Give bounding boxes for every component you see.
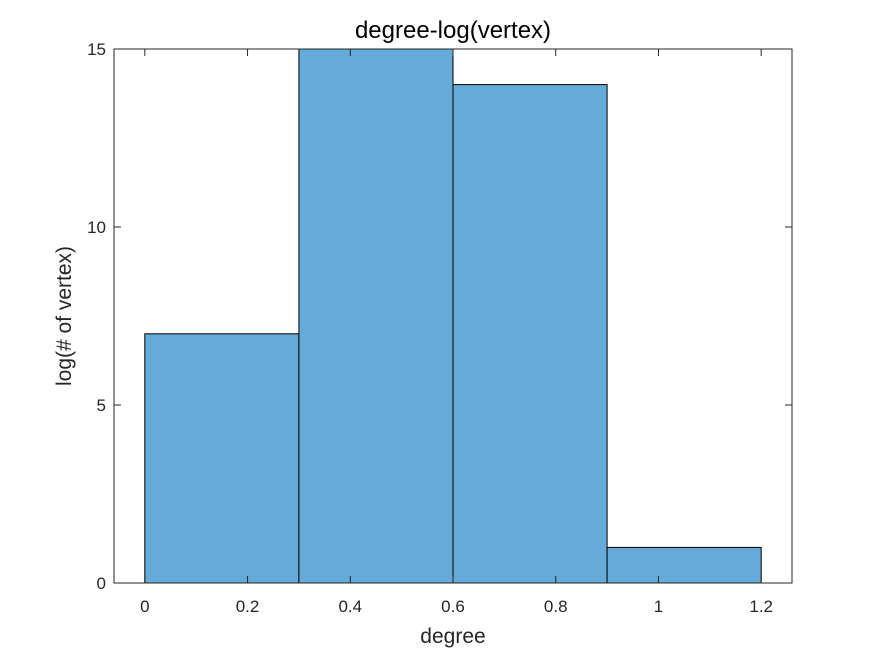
x-tick-label-1: 0.2 bbox=[236, 597, 260, 616]
x-tick-label-4: 0.8 bbox=[544, 597, 568, 616]
ticks-layer: 0 0.2 0.4 0.6 0.8 1 1.2 0 5 10 15 bbox=[87, 40, 792, 616]
y-tick-label-0: 0 bbox=[97, 574, 106, 593]
histogram-bar-2 bbox=[452, 84, 608, 584]
x-tick-label-2: 0.4 bbox=[338, 597, 362, 616]
x-tick-label-0: 0 bbox=[140, 597, 149, 616]
x-axis-label: degree bbox=[420, 625, 485, 648]
x-tick-label-5: 1 bbox=[654, 597, 663, 616]
y-tick-label-2: 10 bbox=[87, 218, 106, 237]
histogram-bar-0 bbox=[144, 333, 300, 584]
histogram-bar-3 bbox=[606, 546, 762, 584]
histogram-bar-1 bbox=[298, 48, 454, 584]
y-axis-label: log(# of vertex) bbox=[53, 246, 76, 386]
y-tick-label-1: 5 bbox=[97, 396, 106, 415]
x-tick-label-6: 1.2 bbox=[749, 597, 773, 616]
x-tick-label-3: 0.6 bbox=[441, 597, 465, 616]
bars-layer bbox=[144, 48, 762, 584]
y-tick-label-3: 15 bbox=[87, 40, 106, 59]
chart-title: degree-log(vertex) bbox=[355, 17, 551, 44]
